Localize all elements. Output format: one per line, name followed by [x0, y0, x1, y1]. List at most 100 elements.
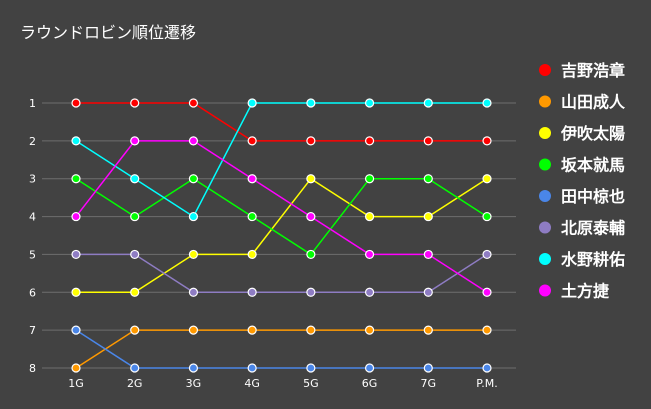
data-point	[188, 211, 199, 222]
x-tick-label: 3G	[186, 377, 202, 390]
data-point	[364, 249, 375, 260]
legend-marker	[539, 64, 551, 76]
legend-marker	[539, 284, 551, 297]
legend-marker	[539, 221, 551, 234]
data-point	[247, 325, 257, 335]
data-point	[247, 98, 257, 108]
data-point	[306, 363, 316, 373]
data-point	[188, 174, 199, 184]
legend-label: 坂本就馬	[561, 156, 625, 175]
data-point	[130, 98, 140, 108]
data-point	[71, 249, 81, 260]
data-point	[247, 287, 257, 297]
legend-marker	[539, 190, 551, 202]
x-tick-label: 4G	[244, 377, 260, 390]
data-point	[306, 98, 316, 108]
data-point	[247, 249, 257, 260]
y-tick-label: 5	[29, 248, 36, 261]
data-point	[482, 211, 492, 222]
data-point	[364, 136, 375, 146]
x-tick-label: P.M.	[476, 377, 497, 390]
data-point	[130, 363, 140, 373]
series-group	[71, 174, 492, 297]
data-point	[130, 211, 140, 222]
data-point	[188, 98, 199, 108]
data-point	[482, 363, 492, 373]
data-point	[306, 325, 316, 335]
data-point	[364, 325, 375, 335]
data-point	[188, 325, 199, 335]
y-tick-label: 6	[29, 286, 36, 299]
series-group	[71, 174, 492, 260]
legend-item: 坂本就馬	[539, 156, 625, 175]
data-point	[364, 174, 375, 184]
data-point	[130, 325, 140, 335]
series-group	[71, 98, 492, 222]
data-point	[423, 249, 433, 260]
data-point	[247, 363, 257, 373]
data-point	[423, 211, 433, 222]
data-point	[247, 174, 257, 184]
data-point	[364, 211, 375, 222]
x-tick-label: 1G	[68, 377, 84, 390]
y-tick-label: 8	[29, 362, 36, 375]
series-line	[76, 253, 488, 294]
data-point	[130, 136, 140, 146]
data-point	[482, 136, 492, 146]
x-tick-label: 7G	[421, 377, 437, 390]
data-point	[130, 174, 140, 184]
legend-label: 吉野浩章	[561, 61, 625, 80]
legend-marker	[539, 127, 551, 139]
legend-marker	[539, 158, 551, 171]
legend-label: 土方捷	[561, 282, 610, 301]
series-group	[71, 325, 492, 373]
data-point	[423, 287, 433, 297]
data-point	[71, 325, 81, 335]
data-point	[71, 98, 81, 108]
data-point	[130, 249, 140, 260]
y-tick-label: 4	[29, 211, 36, 224]
legend-item: 北原泰輔	[539, 219, 625, 238]
data-point	[423, 363, 433, 373]
y-tick-label: 7	[29, 324, 36, 337]
legend-item: 山田成人	[539, 93, 626, 112]
data-point	[71, 211, 81, 222]
legend-item: 水野耕佑	[539, 250, 625, 269]
legend-label: 山田成人	[561, 93, 626, 112]
data-point	[364, 363, 375, 373]
x-axis-ticks: 1G 2G 3G 4G 5G 6G 7G P.M.	[68, 377, 497, 390]
data-point	[71, 363, 81, 373]
data-point	[130, 287, 140, 297]
legend-marker	[539, 95, 551, 108]
data-point	[188, 249, 199, 260]
data-point	[423, 98, 433, 108]
legend-item: 吉野浩章	[539, 61, 625, 80]
chart-title: ラウンドロビン順位遷移	[20, 23, 196, 42]
y-tick-label: 3	[29, 173, 36, 186]
data-point	[482, 174, 492, 184]
legend-item: 土方捷	[539, 282, 610, 301]
series-line	[75, 102, 487, 218]
data-point	[247, 136, 257, 146]
y-tick-label: 1	[29, 97, 36, 110]
data-point	[188, 136, 199, 146]
legend-item: 伊吹太陽	[539, 124, 625, 143]
data-point	[364, 287, 375, 297]
data-point	[188, 363, 199, 373]
data-point	[482, 98, 492, 108]
series-group	[71, 136, 492, 297]
legend-label: 田中椋也	[561, 187, 625, 206]
series-line	[75, 329, 487, 369]
y-axis-ticks: 1 2 3 4 5 6 7 8	[29, 97, 36, 375]
data-point	[71, 136, 81, 146]
data-point	[306, 211, 316, 222]
series-line	[76, 102, 487, 142]
series-group	[71, 98, 492, 146]
legend-marker	[539, 253, 551, 265]
series-line	[76, 177, 488, 294]
legend-label: 北原泰輔	[561, 219, 625, 238]
data-point	[482, 287, 492, 297]
data-point	[188, 287, 199, 297]
legend-label: 伊吹太陽	[560, 124, 625, 143]
